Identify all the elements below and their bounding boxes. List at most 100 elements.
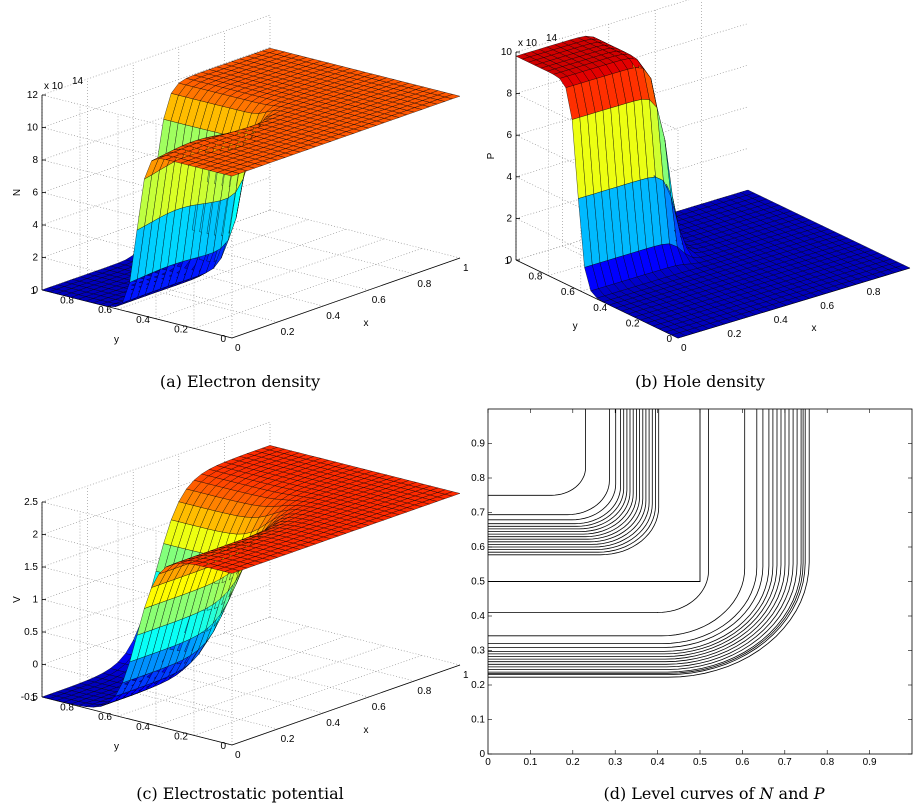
d-hole-contour	[488, 409, 610, 516]
d-x-tick-label: 0.5	[693, 757, 707, 768]
d-hole-contour	[488, 409, 644, 543]
d-electron-contour	[488, 409, 798, 670]
b-x-tick-label: 0	[681, 343, 687, 354]
b-y-tick-label: 0.4	[593, 303, 607, 314]
d-electron-contour	[488, 409, 802, 673]
d-electron-contour	[488, 409, 810, 678]
d-x-tick-label: 0.9	[863, 757, 877, 768]
c-y-tick-label: 0	[220, 741, 226, 752]
d-electron-contour	[488, 409, 806, 676]
d-electron-contour	[488, 409, 758, 645]
c-y-tick-label: 1	[30, 693, 36, 704]
caption-electrostatic-potential: (c) Electrostatic potential	[136, 784, 344, 803]
c-x-tick-label: 0.6	[372, 702, 386, 713]
a-surface-patch	[444, 94, 461, 99]
c-grid-floor-x	[269, 616, 461, 666]
a-grid-floor-y	[117, 228, 347, 310]
d-x-tick-label: 0.2	[566, 757, 580, 768]
d-y-tick-label: 0.5	[471, 577, 485, 588]
d-hole-contour	[488, 409, 628, 530]
panel-electron-density: 0 2 4 6 8 10 12 0 0.2 0.4 0.6 0.8 1 0 0.2 0.4 0.6 0.8 1 x y N…	[0, 0, 469, 360]
d-electron-contour	[488, 409, 782, 660]
a-grid-floor-x	[269, 209, 461, 259]
b-z-tick-label: 4	[506, 172, 512, 183]
d-x-tick-label: 0.4	[651, 757, 665, 768]
d-y-tick-label: 0.3	[471, 646, 485, 657]
a-x-tick-label: 0.6	[372, 295, 386, 306]
d-y-tick-label: 0.6	[471, 542, 485, 553]
c-y-tick-label: 0.6	[98, 712, 112, 723]
d-x-tick-label: 0.1	[523, 757, 537, 768]
d-y-tick-label: 0.9	[471, 439, 485, 450]
a-grid-floor-y	[193, 248, 423, 329]
c-y-axis	[41, 696, 233, 746]
a-grid-back-z	[41, 47, 271, 128]
a-z-tick-label: 2	[32, 253, 38, 264]
c-grid-floor-y	[193, 655, 423, 736]
d-electron-contour	[488, 409, 746, 637]
b-z-tick-label: 6	[506, 130, 512, 141]
d-hole-contour	[488, 409, 621, 525]
caption-level-curves-prefix: (d) Level curves of	[603, 784, 760, 803]
d-x-tick-label: 0.7	[778, 757, 792, 768]
c-grid-floor-y	[155, 645, 385, 727]
b-grid-back-z	[515, 23, 749, 94]
d-electron-contour	[488, 409, 790, 665]
a-z-tick-label: 4	[32, 220, 38, 231]
c-x-axis	[231, 664, 461, 746]
panel-electrostatic-potential: -0.5 0 0.5 1 1.5 2 2.5 0 0.2 0.4 0.6 0.8 1 0 0.2 0.4 0.6…	[0, 405, 469, 765]
c-z-tick-label: 0.5	[24, 627, 38, 638]
d-hole-contour	[488, 409, 625, 527]
potential-surface-plot: -0.5 0 0.5 1 1.5 2 2.5 0 0.2 0.4 0.6 0.8 1 0 0.2 0.4 0.6…	[12, 421, 469, 761]
b-exponent-label: x 10	[518, 38, 537, 49]
c-y-label: y	[114, 741, 119, 752]
b-x-tick-label: 0.4	[774, 315, 788, 326]
a-y-tick-label: 0.2	[174, 324, 188, 335]
a-z-tick-label: 0	[32, 285, 38, 296]
a-z-tick-label: 10	[27, 123, 39, 134]
b-y-tick-label: 0.2	[626, 318, 640, 329]
c-z-tick-label: 1.5	[24, 562, 38, 573]
a-grid-floor-y	[155, 238, 385, 320]
caption-level-curves: (d) Level curves of N and P	[574, 784, 854, 803]
d-hole-contour	[488, 409, 660, 556]
d-electron-contour	[488, 409, 764, 648]
d-y-tick-label: 0.2	[471, 680, 485, 691]
a-y-tick-label: 0.6	[98, 305, 112, 316]
a-y-tick-label: 0.4	[136, 315, 150, 326]
b-surface-patch	[895, 264, 911, 271]
d-hole-contour	[488, 409, 637, 538]
b-z-tick-label: 8	[506, 89, 512, 100]
caption-hole-density: (b) Hole density	[635, 372, 765, 391]
caption-symbol-p: P	[813, 784, 825, 803]
a-y-tick-label: 0	[220, 334, 226, 345]
c-grid-floor-x	[224, 632, 415, 682]
electron-density-surface-plot: 02468101200.20.40.60.8100.20.40.60.81xyN…	[12, 14, 469, 354]
a-z-label: N	[12, 189, 23, 196]
caption-and: and	[773, 784, 814, 803]
a-x-tick-label: 0.8	[417, 279, 431, 290]
c-grid-floor-y	[117, 635, 347, 717]
d-p-region-boundary	[488, 409, 701, 582]
b-y-tick-label: 0	[666, 334, 672, 345]
d-electron-contour	[488, 409, 709, 614]
hole-density-surface-plot: 0 2 4 6 8 10 0 0.2 0.4 0.6 0.8 0 0.2 0.4 0.6 0.8 1 x y Px 1…	[486, 0, 911, 354]
a-x-tick-label: 0.2	[281, 327, 295, 338]
d-x-tick-label: 0	[485, 757, 491, 768]
c-x-label: x	[364, 725, 369, 736]
b-exponent-power: 14	[546, 33, 558, 44]
a-y-tick-label: 1	[30, 286, 36, 297]
d-hole-contour	[488, 409, 647, 545]
d-y-tick-label: 0.8	[471, 473, 485, 484]
d-y-tick-label: 0.4	[471, 611, 485, 622]
c-x-tick-label: 0.2	[281, 734, 295, 745]
a-z-tick-label: 8	[32, 155, 38, 166]
c-x-tick-label: 1	[463, 670, 469, 681]
d-x-tick-label: 0.8	[820, 757, 834, 768]
a-y-label: y	[114, 334, 119, 345]
b-y-tick-label: 0.6	[561, 287, 575, 298]
c-x-tick-label: 0.4	[326, 718, 340, 729]
c-y-tick-label: 0.8	[60, 703, 74, 714]
a-y-tick-label: 0.8	[60, 296, 74, 307]
caption-electron-density: (a) Electron density	[159, 372, 321, 391]
